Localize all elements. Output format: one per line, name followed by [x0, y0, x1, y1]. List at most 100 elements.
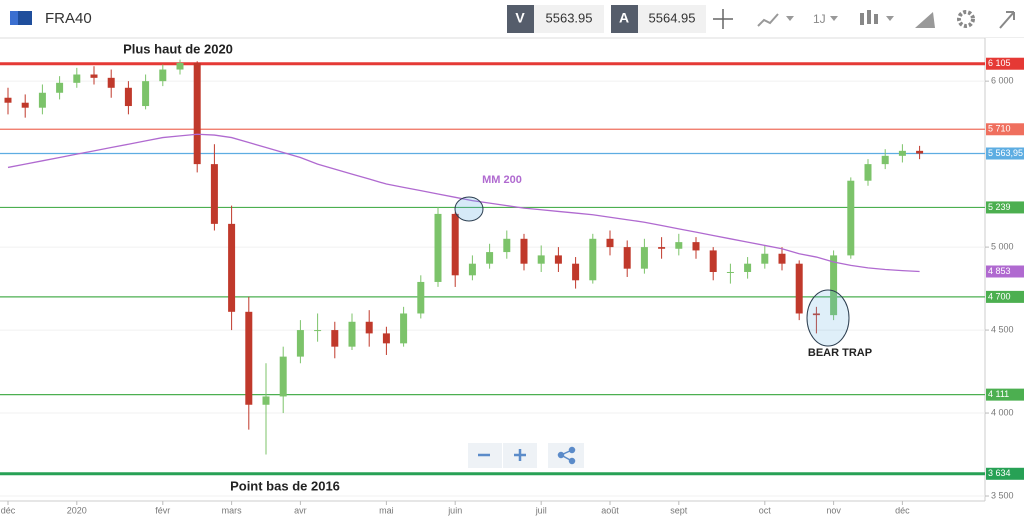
candle-body	[572, 263, 580, 281]
candle-body	[658, 247, 666, 249]
series-label: MM 200	[482, 174, 522, 186]
highlight-circle	[806, 289, 850, 347]
candle-body	[916, 150, 924, 154]
x-tick-label: sept	[670, 505, 688, 515]
candle-body	[623, 247, 631, 269]
buy-button[interactable]	[611, 5, 638, 33]
ma-label: 4 853	[988, 266, 1011, 276]
candle-body	[228, 223, 236, 312]
candle-body	[245, 311, 253, 405]
x-tick-label: mars	[222, 505, 242, 515]
candle-body	[537, 255, 545, 264]
candle-body	[881, 155, 889, 165]
annotation: Plus haut de 2020	[123, 41, 233, 56]
candle-body	[262, 396, 270, 405]
level-label-box	[986, 467, 1024, 480]
x-tick-label: juin	[447, 505, 462, 515]
candle-body	[4, 97, 12, 103]
candles-tool[interactable]	[860, 10, 878, 25]
x-tick-label: nov	[826, 505, 841, 515]
candle-body	[468, 263, 476, 276]
moving-average	[7, 133, 920, 273]
level-label-box	[986, 57, 1024, 70]
dropdown-arrow[interactable]	[886, 16, 894, 21]
chart-type-tool[interactable]	[757, 13, 779, 27]
dropdown-arrow[interactable]	[786, 16, 794, 21]
timeframe[interactable]: 1J	[813, 12, 826, 26]
level-label: 4 700	[988, 291, 1011, 301]
candle-body	[709, 250, 717, 272]
x-tick-label: avr	[294, 505, 307, 515]
level-label: 6 105	[988, 58, 1011, 68]
candle-body	[606, 238, 614, 248]
candle-body	[159, 69, 167, 82]
candle-body	[73, 74, 81, 83]
sell-button[interactable]	[507, 5, 534, 33]
symbol[interactable]: FRA40	[45, 10, 92, 27]
level-label: 5 239	[988, 202, 1011, 212]
candle-body	[176, 62, 184, 70]
level-label: 3 634	[988, 468, 1011, 478]
sell-price-box[interactable]	[534, 5, 604, 33]
candle-body	[142, 81, 150, 107]
candle-body	[210, 164, 218, 224]
buy-price-box[interactable]	[638, 5, 706, 33]
candle-body	[503, 238, 511, 253]
candle-body	[520, 238, 528, 264]
candle-body	[812, 313, 820, 316]
candle-body	[898, 150, 906, 156]
level-label-box	[986, 147, 1024, 160]
draw-tool[interactable]	[915, 12, 935, 28]
crosshair-tool[interactable]	[713, 9, 733, 29]
candle-body	[279, 356, 287, 397]
x-tick-label: oct	[759, 505, 772, 515]
candle-body	[830, 255, 838, 316]
candle-body	[640, 247, 648, 269]
share-button[interactable]	[548, 443, 584, 468]
candle-body	[554, 255, 562, 264]
plot	[0, 59, 985, 497]
buy-price: 5564.95	[649, 10, 696, 25]
sell-price: 5563.95	[546, 10, 593, 25]
candle-body	[331, 330, 339, 347]
flag-icon-part	[10, 11, 18, 25]
x-tick-label: déc	[1, 505, 16, 515]
candle-body	[417, 281, 425, 314]
highlight-circle	[454, 196, 484, 222]
level-label: 4 111	[988, 389, 1009, 399]
fullscreen-icon[interactable]	[999, 11, 1015, 29]
candle-body	[778, 253, 786, 264]
y-tick-label: 3 500	[991, 490, 1014, 500]
candle-body	[675, 242, 683, 249]
x-tick-label: juil	[535, 505, 547, 515]
zoom-in-icon	[514, 449, 526, 461]
candle-body	[589, 238, 597, 281]
candle-body	[382, 333, 390, 344]
candle-body	[864, 164, 872, 181]
x-tick-label: déc	[895, 505, 910, 515]
candle-body	[744, 263, 752, 272]
level-label: 5 563,95	[988, 148, 1023, 158]
candle-body	[38, 92, 46, 108]
buy-label: A	[619, 10, 629, 26]
candle-body	[124, 87, 132, 107]
candle-body	[692, 242, 700, 251]
x-tick-label: févr	[155, 505, 170, 515]
annotation: BEAR TRAP	[808, 347, 872, 359]
candle-body	[434, 213, 442, 282]
candle-body	[486, 252, 494, 264]
x-tick-label: 2020	[67, 505, 87, 515]
level-label-box	[986, 201, 1024, 214]
candle-body	[193, 62, 201, 165]
candle-body	[296, 330, 304, 357]
sell-label: V	[515, 10, 525, 26]
level-label: 5 710	[988, 124, 1011, 134]
candle-body	[761, 253, 769, 264]
dropdown-arrow[interactable]	[830, 16, 838, 21]
settings-icon[interactable]	[957, 10, 975, 28]
y-tick-label: 6 000	[991, 76, 1014, 86]
candle-body	[21, 102, 29, 108]
